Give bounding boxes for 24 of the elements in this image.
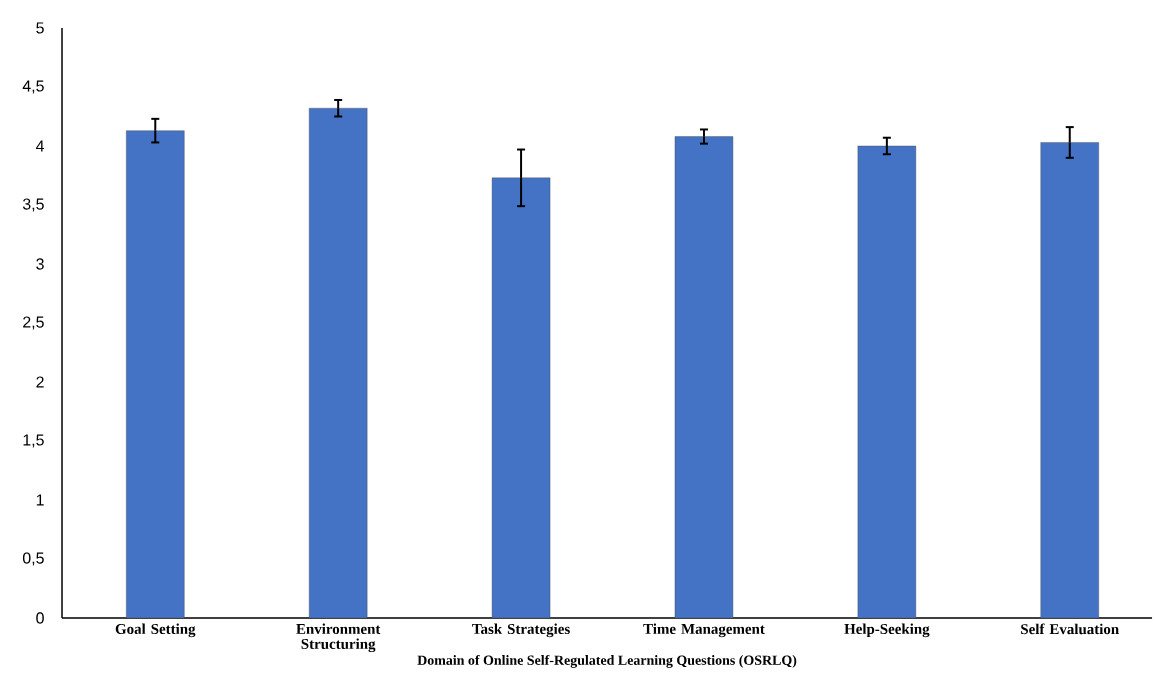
- y-tick-label: 1,5: [23, 434, 44, 448]
- y-tick-label: 2: [36, 376, 44, 388]
- bar: [308, 108, 368, 619]
- y-tick-label: 5: [36, 22, 44, 34]
- bar: [126, 130, 185, 619]
- x-axis-title: Domain of Online Self-Regulated Learning Questions (OSRLQ): [417, 654, 797, 668]
- y-tick-label: 0: [36, 612, 44, 624]
- bar: [1040, 142, 1099, 619]
- bar: [857, 145, 917, 619]
- y-tick-label: 1: [36, 494, 44, 506]
- y-tick-label: 4,5: [22, 80, 44, 94]
- y-tick-label: 2,5: [23, 316, 44, 330]
- y-tick-label: 0,5: [22, 552, 44, 566]
- y-tick-label: 3,5: [22, 198, 44, 212]
- x-tick-label: Environment Structuring: [296, 623, 381, 653]
- bar: [674, 136, 734, 619]
- bar: [491, 177, 551, 619]
- x-tick-label: Self Evaluation: [1021, 623, 1119, 635]
- x-tick-label: Task Strategies: [472, 623, 570, 638]
- x-tick-label: Help-Seeking: [844, 623, 930, 638]
- y-tick-label: 4: [35, 140, 45, 152]
- x-tick-label: Time Management: [643, 623, 765, 638]
- x-tick-label: Goal Setting: [115, 623, 196, 638]
- y-tick-label: 3: [36, 258, 44, 270]
